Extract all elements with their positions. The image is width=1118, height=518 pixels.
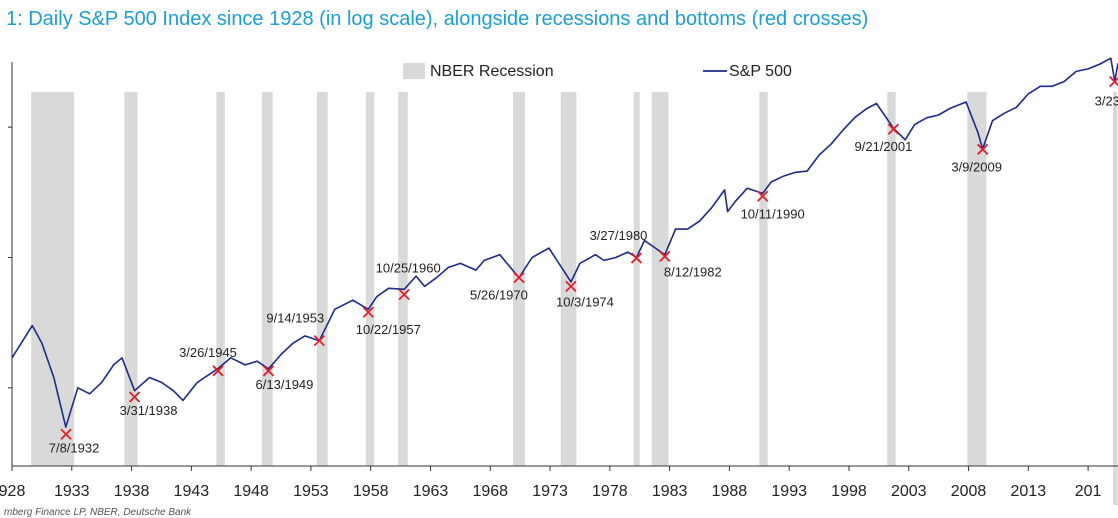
x-tick-label-8: 1968 [472,483,508,500]
bottom-cross-6 [398,288,410,301]
bottom-label-3: 6/13/1949 [256,377,314,392]
x-tick-label-4: 1948 [233,483,269,500]
x-tick-label-18: 201 [1075,483,1102,500]
bottom-cross-2 [212,365,224,377]
sp500-line [11,57,1118,428]
x-tick-label-17: 2013 [1011,483,1047,500]
bottom-label-14: 3/23/2020 [1095,94,1118,109]
bottom-cross-3 [262,365,275,377]
bottom-cross-8 [565,280,577,293]
bottom-cross-0 [60,428,72,440]
bottom-label-13: 3/9/2009 [951,159,1002,174]
recession-bar-9 [633,92,640,466]
bottom-label-4: 9/14/1953 [266,311,324,326]
bottom-cross-5 [362,306,374,318]
bottom-label-2: 3/26/1945 [179,345,237,360]
bottom-cross-1 [128,391,141,403]
recession-bar-2 [216,92,225,466]
recession-bar-4 [316,92,328,466]
recession-bar-12 [887,92,896,466]
legend-recession-swatch [403,63,425,79]
bottom-label-11: 10/11/1990 [741,206,805,221]
bottom-cross-11 [757,190,769,202]
recession-bar-3 [261,92,273,466]
bottom-cross-10 [659,250,671,262]
source-footer: mberg Finance LP, NBER, Deutsche Bank [4,507,192,518]
recession-bar-0 [31,92,75,466]
recession-bar-6 [398,92,408,466]
bottom-cross-4 [313,335,325,347]
bottom-cross-9 [630,252,643,264]
x-tick-label-7: 1963 [413,483,449,500]
bottom-cross-7 [513,272,525,284]
bottom-cross-12 [887,123,900,135]
x-tick-label-9: 1973 [532,483,568,500]
bottom-label-1: 3/31/1938 [120,403,178,418]
x-tick-label-1: 1933 [54,483,90,500]
x-tick-label-5: 1953 [293,483,329,500]
x-tick-label-3: 1943 [174,483,210,500]
x-tick-label-14: 1998 [831,483,867,500]
x-tick-label-16: 2008 [951,483,987,500]
x-tick-label-12: 1988 [712,483,748,500]
x-tick-label-13: 1993 [771,483,807,500]
x-tick-label-15: 2003 [891,483,927,500]
recession-bar-2020-extended [1113,96,1118,505]
x-tick-label-0: 928 [0,483,25,500]
x-tick-label-2: 1938 [114,483,150,500]
x-tick-label-11: 1983 [652,483,688,500]
bottom-label-6: 10/25/1960 [376,260,441,275]
bottom-label-0: 7/8/1932 [49,440,100,455]
bottom-label-10: 8/12/1982 [664,264,722,279]
recession-bar-10 [651,92,669,466]
recession-bar-13 [967,92,987,466]
chart-title: 1: Daily S&P 500 Index since 1928 (in lo… [6,8,869,30]
recession-bar-11 [759,92,768,466]
x-tick-label-6: 1958 [353,483,389,500]
recession-bar-7 [512,92,525,466]
bottom-label-5: 10/22/1957 [356,322,421,337]
bottom-label-8: 10/3/1974 [556,294,614,309]
recession-bar-5 [365,92,375,466]
chart: 928 1933 1938 1943 1948 1953 1958 1963 1968 1973 1… [0,57,1118,505]
legend-sp500-label: S&P 500 [729,63,792,80]
bottom-label-12: 9/21/2001 [855,139,913,154]
x-tick-label-10: 1978 [592,483,628,500]
bottom-cross-13 [977,143,989,155]
bottom-label-9: 3/27/1980 [590,228,648,243]
legend-recession-label: NBER Recession [430,63,554,80]
legend: NBER Recession S&P 500 [403,63,792,80]
bottom-label-7: 5/26/1970 [470,288,528,303]
